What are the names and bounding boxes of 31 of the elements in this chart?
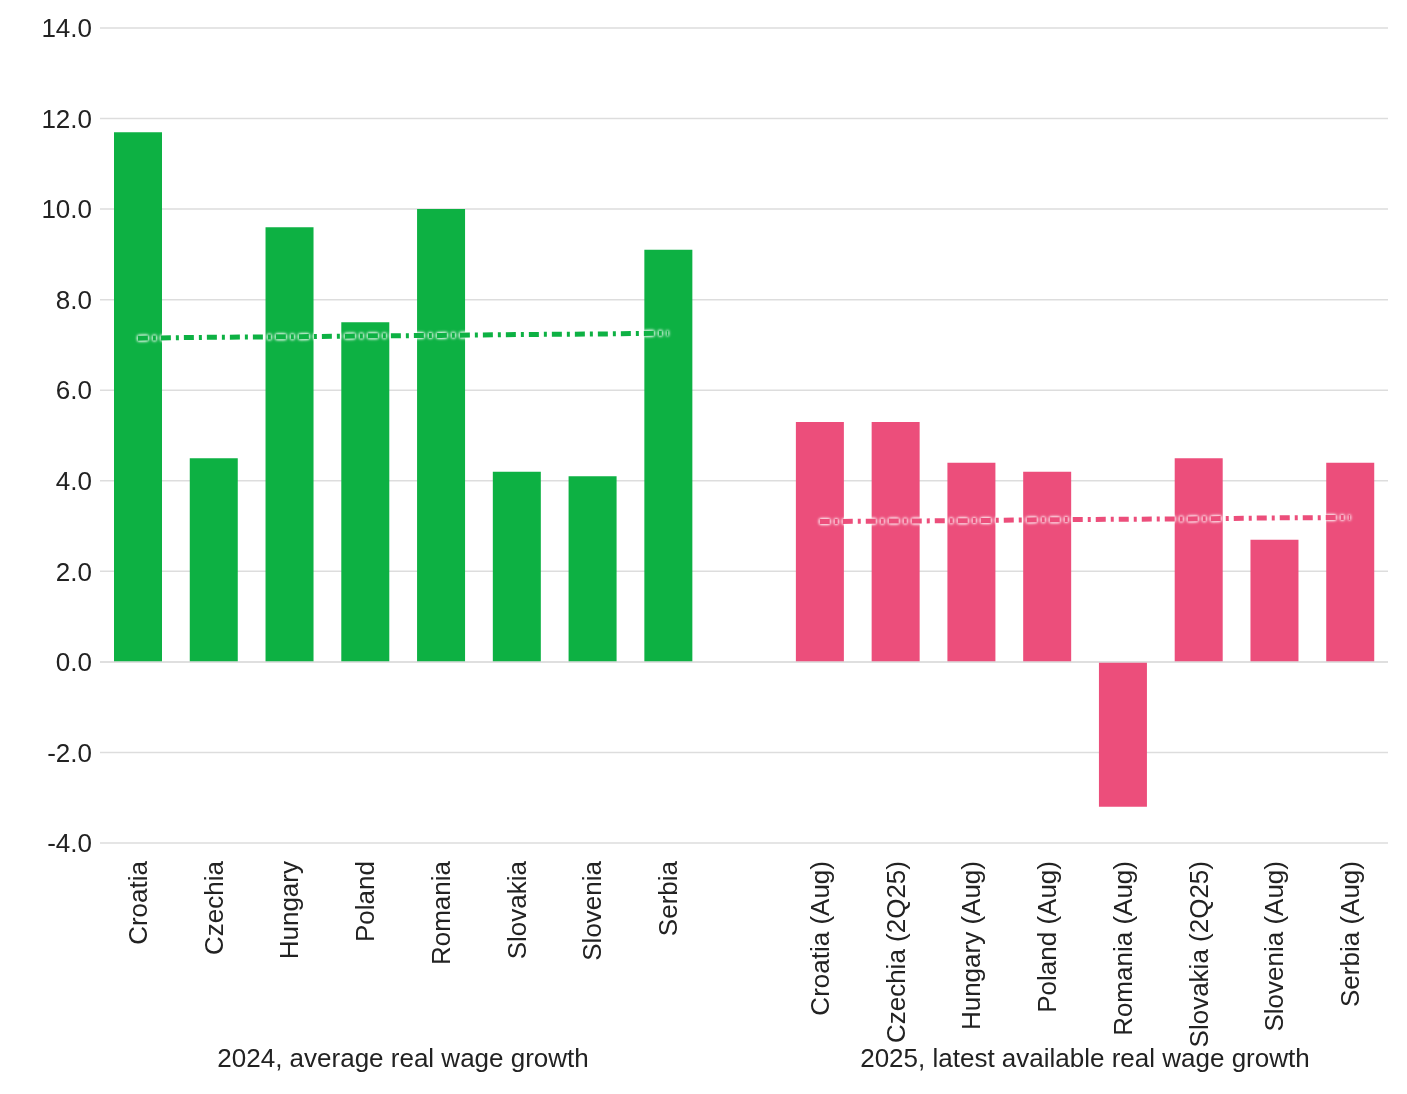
x-tick-label: Poland (Aug) (1032, 861, 1063, 1013)
bar (492, 471, 541, 662)
x-tick-label: Serbia (Aug) (1335, 861, 1366, 1007)
bar (189, 458, 238, 662)
x-tick-label: Croatia (122, 860, 153, 945)
x-tick-label: Croatia (Aug) (804, 861, 835, 1016)
y-tick-label: 8.0 (55, 284, 92, 315)
x-tick-label: Czechia (198, 860, 229, 955)
x-tick-label: Hungary (274, 861, 305, 960)
x-tick-label: Czechia (2Q25) (880, 861, 911, 1044)
y-tick-label: 2.0 (55, 556, 92, 587)
x-tick-label: Slovenia (Aug) (1259, 861, 1290, 1032)
x-tick-label: Hungary (Aug) (956, 861, 987, 1031)
bar (568, 476, 617, 662)
x-tick-label: Serbia (653, 860, 684, 937)
y-tick-label: 10.0 (41, 194, 92, 225)
x-tick-label: Poland (350, 861, 381, 942)
bar (1250, 539, 1299, 662)
x-tick-label: Romania (425, 860, 456, 966)
y-tick-label: 12.0 (41, 103, 92, 134)
y-tick-label: 0.0 (55, 647, 92, 678)
y-tick-label: 6.0 (55, 375, 92, 406)
text: 2024, average real wage growth (216, 1043, 590, 1074)
y-tick-label: -4.0 (47, 828, 92, 859)
y-tick-label: 4.0 (55, 466, 92, 497)
x-tick-label: Slovakia (501, 860, 532, 960)
bar (1098, 661, 1147, 807)
y-tick-label: 14.0 (41, 13, 92, 44)
y-tick-label: -2.0 (47, 737, 92, 768)
x-tick-label: Romania (Aug) (1107, 861, 1138, 1036)
x-tick-label: Slovenia (577, 860, 608, 961)
